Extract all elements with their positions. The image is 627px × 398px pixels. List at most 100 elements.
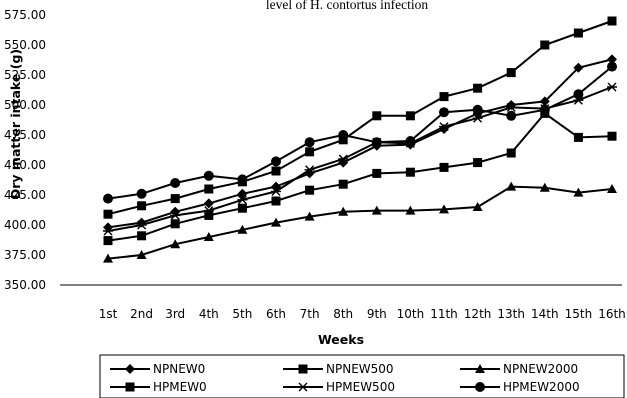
- data-point-npnew0: [573, 62, 584, 73]
- data-point-hpmew0: [506, 68, 516, 78]
- data-point-npnew500: [204, 210, 214, 220]
- data-point-hpmew2000: [271, 156, 281, 167]
- data-point-hpmew500: [338, 154, 349, 164]
- data-point-hpmew0: [607, 16, 617, 26]
- data-point-hpmew500: [304, 165, 315, 175]
- legend-label: NPNEW0: [153, 362, 205, 376]
- data-point-hpmew500: [103, 226, 113, 236]
- data-point-hpmew500: [607, 82, 617, 92]
- data-point-npnew2000: [539, 182, 550, 192]
- data-point-hpmew2000: [506, 110, 517, 121]
- data-point-npnew500: [506, 148, 516, 158]
- x-tick-label: 8th: [333, 307, 353, 321]
- y-tick-label: 475.00: [4, 128, 46, 142]
- legend-item-npnew0: NPNEW0: [110, 362, 205, 376]
- y-axis-title: Dry matter intake (g): [8, 49, 23, 199]
- data-point-hpmew2000: [338, 130, 349, 140]
- series-npnew0: [103, 54, 617, 233]
- data-point-hpmew500: [237, 195, 248, 205]
- legend-item-hpmew500: HPMEW500: [283, 380, 395, 394]
- legend-marker: [298, 364, 308, 374]
- series-npnew2000: [103, 181, 617, 263]
- data-point-npnew2000: [607, 184, 617, 193]
- y-tick-label: 400.00: [4, 218, 46, 232]
- series-line-hpmew500: [107, 86, 613, 232]
- data-point-hpmew0: [271, 166, 281, 176]
- x-tick-label: 15th: [565, 307, 593, 321]
- x-tick-label: 6th: [266, 307, 286, 321]
- data-point-npnew2000: [439, 204, 449, 214]
- legend-label: HPMEW500: [326, 380, 395, 394]
- y-tick-label: 375.00: [4, 248, 46, 262]
- x-tick-label: 4th: [199, 307, 219, 321]
- series-line-npnew500: [107, 112, 613, 242]
- data-point-npnew0: [203, 198, 214, 209]
- data-point-hpmew500: [472, 113, 483, 123]
- data-point-hpmew0: [372, 111, 382, 121]
- data-point-hpmew0: [137, 201, 147, 211]
- data-point-hpmew0: [170, 194, 180, 204]
- y-tick-label: 425.00: [4, 188, 46, 202]
- y-tick-label: 350.00: [4, 278, 46, 292]
- data-point-npnew500: [405, 167, 415, 177]
- data-point-npnew2000: [271, 217, 281, 227]
- data-point-hpmew0: [439, 92, 449, 102]
- x-tick-label: 1st: [99, 307, 118, 321]
- legend-label: NPNEW2000: [503, 362, 578, 376]
- series-line-hpmew2000: [107, 65, 613, 200]
- series-line-npnew0: [107, 58, 613, 229]
- series-hpmew0: [103, 16, 617, 219]
- x-tick-label: 12th: [464, 307, 492, 321]
- data-point-npnew500: [338, 179, 348, 189]
- x-axis-title: Weeks: [318, 332, 364, 347]
- x-axis-ticks: 1st 2nd 3rd 4th 5th 6th 7th 8th 9th 10th 11th 12th 1…: [99, 307, 626, 321]
- data-point-hpmew0: [305, 147, 315, 157]
- data-point-npnew500: [137, 231, 147, 241]
- data-point-hpmew500: [203, 206, 214, 216]
- data-point-hpmew2000: [371, 137, 382, 148]
- legend-item-hpmew0: HPMEW0: [110, 380, 207, 394]
- data-point-npnew0: [607, 54, 617, 65]
- series-hpmew2000: [103, 61, 617, 204]
- series-layer: [103, 16, 617, 263]
- legend-label: HPMEW2000: [503, 380, 580, 394]
- x-tick-label: 11th: [430, 307, 458, 321]
- y-tick-label: 525.00: [4, 68, 46, 82]
- series-line-hpmew0: [107, 20, 613, 216]
- y-tick-label: 500.00: [4, 98, 46, 112]
- y-axis-ticks: 350.00 375.00 400.00 425.00 450.00 475.00 500.…: [4, 8, 46, 292]
- x-tick-label: 3rd: [165, 307, 185, 321]
- data-point-npnew500: [103, 236, 113, 246]
- data-point-npnew500: [473, 158, 483, 168]
- data-point-hpmew500: [506, 102, 517, 112]
- data-point-npnew500: [372, 168, 382, 178]
- legend-marker: [475, 364, 485, 373]
- x-tick-label: 10th: [397, 307, 425, 321]
- data-point-hpmew2000: [573, 89, 584, 100]
- chart-title: level of H. contortus infection: [266, 0, 429, 12]
- data-point-npnew2000: [405, 205, 416, 215]
- data-point-hpmew500: [271, 186, 281, 196]
- data-point-hpmew2000: [439, 107, 449, 118]
- data-point-hpmew2000: [539, 104, 550, 115]
- data-point-hpmew2000: [304, 137, 315, 148]
- data-point-npnew500: [573, 132, 583, 142]
- data-point-npnew2000: [371, 205, 382, 215]
- x-tick-label: 9th: [367, 307, 387, 321]
- data-point-hpmew2000: [103, 193, 113, 204]
- legend-item-hpmew2000: HPMEW2000: [460, 380, 580, 394]
- data-point-npnew2000: [573, 187, 584, 197]
- legend-marker: [298, 382, 308, 392]
- data-point-npnew0: [539, 96, 550, 107]
- data-point-npnew0: [237, 188, 248, 199]
- x-tick-label: 14th: [531, 307, 559, 321]
- data-point-npnew500: [237, 203, 247, 213]
- data-point-hpmew2000: [472, 104, 483, 115]
- data-point-npnew2000: [338, 206, 349, 216]
- legend: NPNEW0 NPNEW500 NPNEW2000 HPMEW0 HPMEW500 HPM…: [99, 354, 625, 398]
- data-point-npnew2000: [203, 232, 214, 241]
- data-point-hpmew2000: [136, 188, 147, 199]
- legend-marker: [475, 382, 485, 392]
- legend-item-npnew2000: NPNEW2000: [460, 362, 578, 376]
